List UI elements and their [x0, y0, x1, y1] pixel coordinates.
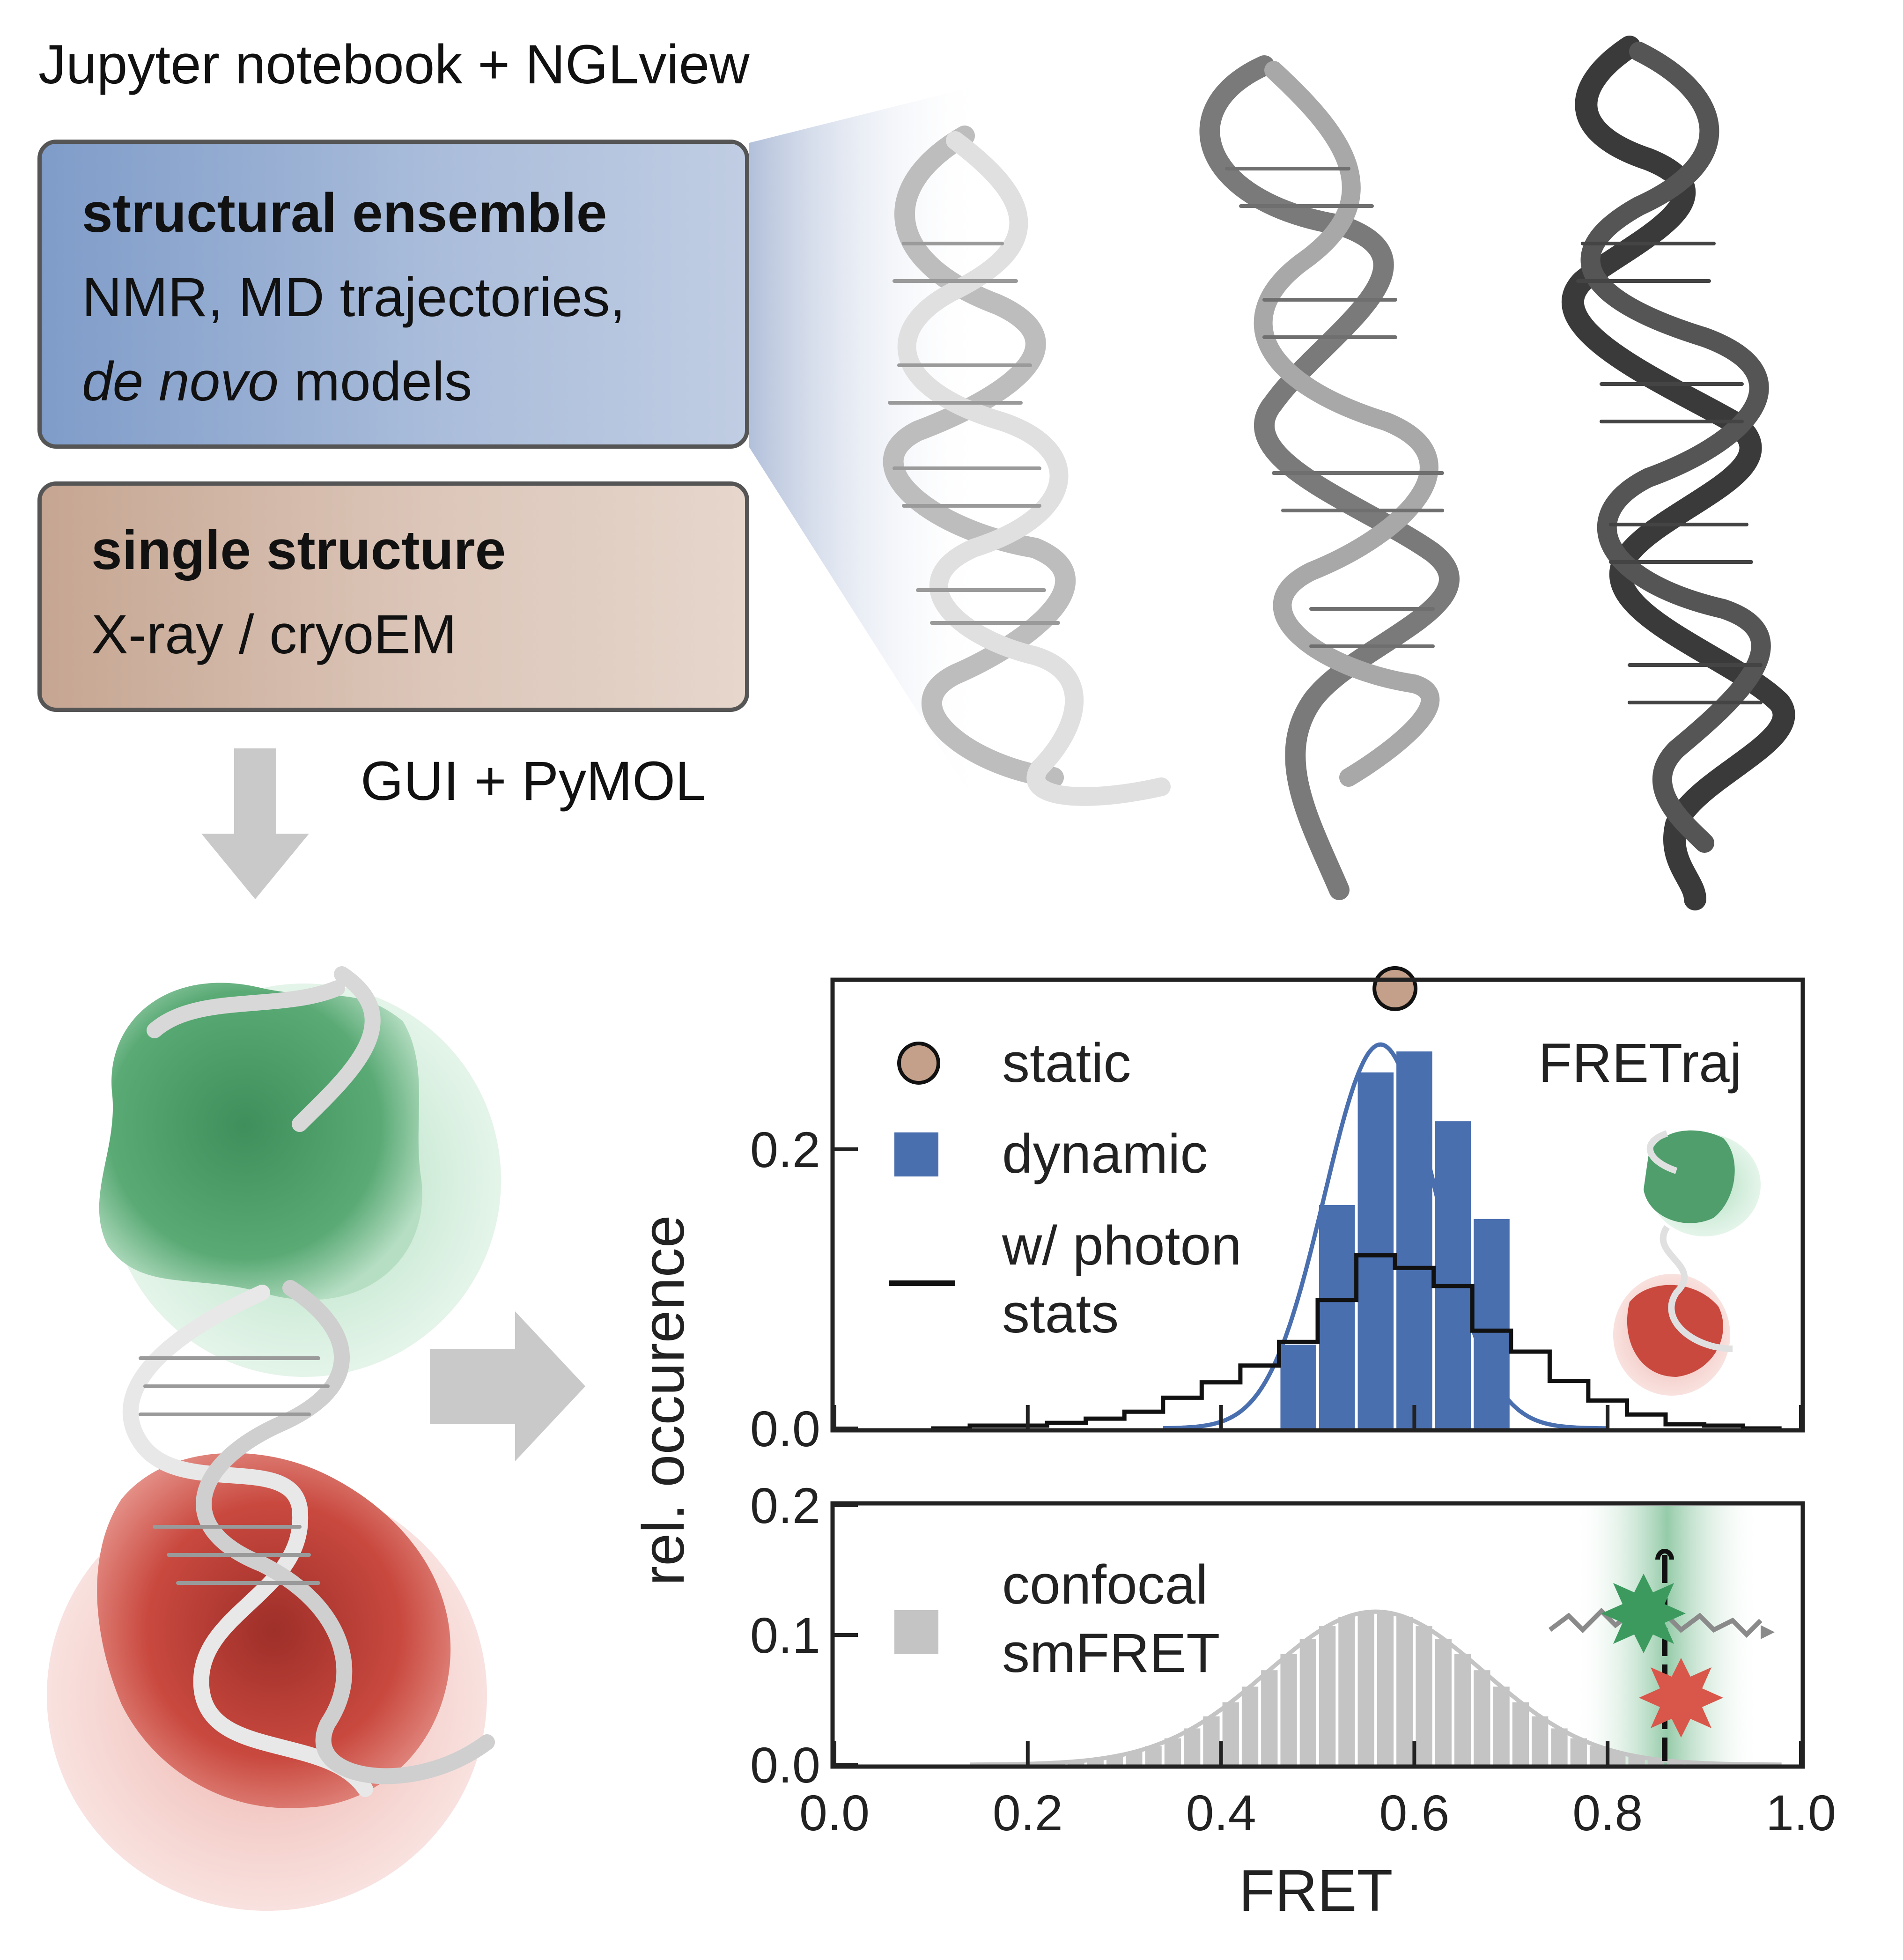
x-tick-label: 0.4 — [1186, 1784, 1256, 1841]
confocal-bar — [1299, 1639, 1316, 1765]
confocal-bar — [1087, 1759, 1104, 1765]
x-tick-label: 1.0 — [1766, 1784, 1836, 1841]
x-tick-labels: 0.0 0.2 0.4 0.6 0.8 1.0 — [799, 1784, 1836, 1841]
x-tick-label: 0.6 — [1379, 1784, 1449, 1841]
single-line1: X-ray / cryoEM — [91, 604, 457, 666]
top-y-tick-label: 0.0 — [750, 1400, 820, 1457]
top-dynamic-bars — [1280, 1051, 1510, 1428]
confocal-bar — [1493, 1686, 1510, 1765]
acceptor-star — [1639, 1658, 1723, 1738]
confocal-bar — [1416, 1626, 1432, 1765]
down-arrow — [201, 748, 309, 899]
confocal-bar — [1338, 1617, 1355, 1765]
confocal-bar — [1474, 1670, 1490, 1765]
bottom-axis-ticks — [833, 1503, 1803, 1767]
bottom-y-tick-label: 0.1 — [750, 1607, 820, 1664]
legend-dynamic-marker — [894, 1132, 938, 1176]
top-axis-ticks — [833, 1147, 1803, 1430]
bottom-y-tick-labels: 0.0 0.1 0.2 — [750, 1477, 820, 1793]
rna-structure-light — [883, 126, 1171, 806]
right-arrow — [430, 1311, 585, 1461]
donor-star — [1601, 1574, 1686, 1653]
static-marker — [1372, 966, 1418, 1011]
inset-structure-icon — [1613, 1130, 1761, 1396]
figure-title: Jupyter notebook + NGLview — [38, 34, 750, 96]
confocal-fit-curve — [970, 1609, 1782, 1767]
legend-confocal-marker — [894, 1610, 938, 1654]
x-tick-label: 0.2 — [993, 1784, 1063, 1841]
dynamic-bar — [1357, 1072, 1394, 1428]
bottom-y-tick-label: 0.2 — [750, 1477, 820, 1534]
confocal-bar — [1647, 1759, 1665, 1765]
legend-static-label: static — [1002, 1032, 1131, 1094]
confocal-bar — [1532, 1716, 1549, 1765]
chart-bottom: 0.0 0.1 0.2 0.0 0.2 0.4 0.6 0.8 1.0 confocal sm… — [750, 1477, 1836, 1841]
confocal-bar — [1377, 1612, 1394, 1765]
rna-structure-medium — [1199, 55, 1460, 900]
confocal-bar — [1551, 1728, 1568, 1765]
ensemble-line2: de novo models — [82, 350, 472, 414]
photon-stats-line — [931, 1253, 1782, 1431]
confocal-bar — [1241, 1686, 1259, 1765]
confocal-bar — [1261, 1670, 1278, 1765]
y-axis-label: rel. occurence — [630, 1215, 696, 1585]
confocal-bar — [1435, 1639, 1452, 1765]
top-plot-frame — [830, 977, 1805, 1433]
legend-confocal-label-line2: smFRET — [1002, 1622, 1220, 1684]
ensemble-fan — [749, 84, 983, 815]
ensemble-line2-rest: models — [278, 351, 472, 413]
legend-confocal-label: confocal — [1002, 1554, 1208, 1616]
confocal-scheme-icon — [1549, 1549, 1775, 1761]
top-y-tick-label: 0.2 — [750, 1121, 820, 1178]
confocal-bar — [1280, 1654, 1297, 1765]
x-axis-label: FRET — [1239, 1857, 1393, 1923]
confocal-bar — [1454, 1654, 1471, 1765]
top-y-tick-labels: 0.0 0.2 — [750, 1121, 820, 1457]
dynamic-bar — [1435, 1121, 1471, 1428]
x-tick-label: 0.0 — [799, 1784, 870, 1841]
fretraj-annotation: FRETraj — [1538, 1032, 1742, 1094]
confocal-bar — [1184, 1728, 1201, 1765]
x-tick-label: 0.8 — [1572, 1784, 1643, 1841]
legend-static-marker — [897, 1042, 940, 1085]
confocal-bar — [1203, 1716, 1220, 1765]
legend-photon-label-line2: stats — [1002, 1283, 1119, 1345]
confocal-bar — [1357, 1612, 1374, 1765]
legend-photon-label: w/ photon — [1002, 1215, 1242, 1277]
confocal-bar — [1222, 1702, 1239, 1765]
confocal-bar — [1396, 1617, 1413, 1765]
bottom-confocal-bars — [990, 1612, 1742, 1765]
dynamic-bar — [1280, 1345, 1316, 1428]
legend-dynamic-label: dynamic — [1002, 1123, 1208, 1185]
dynamic-fit-curve — [1163, 1042, 1608, 1431]
ensemble-heading: structural ensemble — [82, 182, 607, 244]
structural-ensemble-box: structural ensemble NMR, MD trajectories… — [37, 140, 749, 449]
rna-structure-dark — [1562, 36, 1795, 910]
ensemble-line1: NMR, MD trajectories, — [82, 266, 626, 328]
confocal-bar — [1319, 1626, 1336, 1765]
chart-top: 0.0 0.2 static dynamic w/ photon stats FR… — [750, 966, 1805, 1457]
dynamic-bar — [1319, 1205, 1355, 1428]
gui-pymol-label: GUI + PyMOL — [361, 750, 706, 812]
single-heading: single structure — [91, 519, 506, 581]
bottom-y-tick-label: 0.0 — [750, 1737, 820, 1793]
bottom-plot-frame — [830, 1501, 1805, 1769]
labeled-structure — [47, 966, 501, 1911]
single-structure-box: single structure X-ray / cryoEM — [37, 481, 749, 712]
confocal-bar — [1512, 1702, 1529, 1765]
ensemble-line2-italic: de novo — [82, 351, 279, 413]
